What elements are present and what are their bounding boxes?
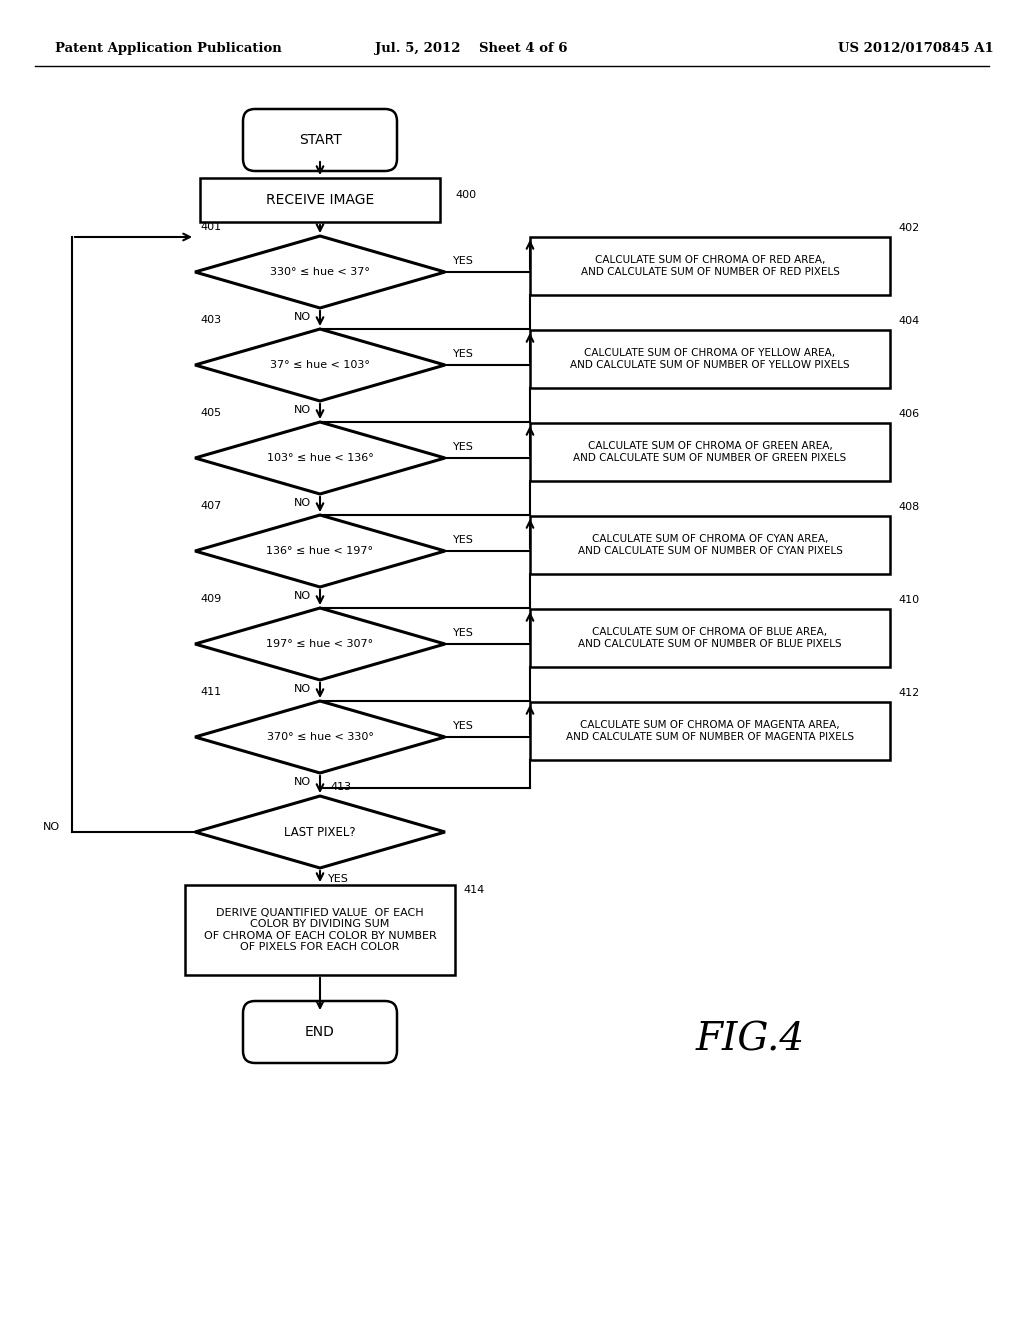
FancyBboxPatch shape [243, 110, 397, 172]
Text: 402: 402 [898, 223, 920, 234]
Text: 404: 404 [898, 315, 920, 326]
Text: RECEIVE IMAGE: RECEIVE IMAGE [266, 193, 374, 207]
Text: US 2012/0170845 A1: US 2012/0170845 A1 [838, 42, 993, 55]
Text: 410: 410 [898, 595, 920, 605]
Text: DERIVE QUANTIFIED VALUE  OF EACH
COLOR BY DIVIDING SUM
OF CHROMA OF EACH COLOR B: DERIVE QUANTIFIED VALUE OF EACH COLOR BY… [204, 908, 436, 953]
Text: 412: 412 [898, 688, 920, 698]
Text: NO: NO [294, 312, 310, 322]
Text: 414: 414 [463, 884, 484, 895]
Text: 103° ≤ hue < 136°: 103° ≤ hue < 136° [266, 453, 374, 463]
Text: START: START [299, 133, 341, 147]
Text: 370° ≤ hue < 330°: 370° ≤ hue < 330° [266, 733, 374, 742]
Text: 37° ≤ hue < 103°: 37° ≤ hue < 103° [270, 360, 370, 370]
Bar [530, 238, 890, 294]
Text: 406: 406 [898, 409, 920, 418]
Bar [530, 702, 890, 760]
Text: 330° ≤ hue < 37°: 330° ≤ hue < 37° [270, 267, 370, 277]
FancyBboxPatch shape [243, 1001, 397, 1063]
Polygon shape [195, 515, 445, 587]
Text: 403: 403 [200, 315, 221, 325]
Text: 136° ≤ hue < 197°: 136° ≤ hue < 197° [266, 546, 374, 556]
Text: YES: YES [453, 721, 474, 731]
Bar [530, 516, 890, 574]
Bar [185, 884, 455, 975]
Text: LAST PIXEL?: LAST PIXEL? [285, 825, 355, 838]
Text: YES: YES [453, 628, 474, 638]
Bar [530, 609, 890, 667]
Text: NO: NO [294, 405, 310, 414]
Text: 408: 408 [898, 502, 920, 512]
Text: 405: 405 [200, 408, 221, 418]
Polygon shape [195, 701, 445, 774]
Text: FIG.4: FIG.4 [695, 1022, 805, 1059]
Text: NO: NO [294, 777, 310, 787]
Text: 197° ≤ hue < 307°: 197° ≤ hue < 307° [266, 639, 374, 649]
Text: NO: NO [43, 822, 60, 832]
Text: NO: NO [294, 591, 310, 601]
Text: CALCULATE SUM OF CHROMA OF CYAN AREA,
AND CALCULATE SUM OF NUMBER OF CYAN PIXELS: CALCULATE SUM OF CHROMA OF CYAN AREA, AN… [578, 535, 843, 556]
Text: CALCULATE SUM OF CHROMA OF GREEN AREA,
AND CALCULATE SUM OF NUMBER OF GREEN PIXE: CALCULATE SUM OF CHROMA OF GREEN AREA, A… [573, 441, 847, 463]
Text: 407: 407 [200, 502, 221, 511]
Text: Jul. 5, 2012    Sheet 4 of 6: Jul. 5, 2012 Sheet 4 of 6 [375, 42, 567, 55]
Text: END: END [305, 1026, 335, 1039]
Text: CALCULATE SUM OF CHROMA OF RED AREA,
AND CALCULATE SUM OF NUMBER OF RED PIXELS: CALCULATE SUM OF CHROMA OF RED AREA, AND… [581, 255, 840, 277]
Text: NO: NO [294, 498, 310, 508]
Polygon shape [195, 422, 445, 494]
Polygon shape [195, 796, 445, 869]
Text: 413: 413 [330, 781, 351, 792]
Text: YES: YES [453, 348, 474, 359]
Text: 411: 411 [200, 686, 221, 697]
Text: 401: 401 [200, 222, 221, 232]
Bar [530, 422, 890, 480]
Text: 409: 409 [200, 594, 221, 605]
Text: YES: YES [328, 874, 349, 884]
Polygon shape [195, 609, 445, 680]
Text: YES: YES [453, 256, 474, 267]
Text: CALCULATE SUM OF CHROMA OF YELLOW AREA,
AND CALCULATE SUM OF NUMBER OF YELLOW PI: CALCULATE SUM OF CHROMA OF YELLOW AREA, … [570, 348, 850, 370]
Text: CALCULATE SUM OF CHROMA OF MAGENTA AREA,
AND CALCULATE SUM OF NUMBER OF MAGENTA : CALCULATE SUM OF CHROMA OF MAGENTA AREA,… [566, 721, 854, 742]
Text: NO: NO [294, 684, 310, 694]
Bar [530, 330, 890, 388]
Text: Patent Application Publication: Patent Application Publication [55, 42, 282, 55]
Polygon shape [195, 236, 445, 308]
Bar [200, 178, 440, 222]
Text: YES: YES [453, 535, 474, 545]
Polygon shape [195, 329, 445, 401]
Text: YES: YES [453, 442, 474, 451]
Text: 400: 400 [455, 190, 476, 201]
Text: CALCULATE SUM OF CHROMA OF BLUE AREA,
AND CALCULATE SUM OF NUMBER OF BLUE PIXELS: CALCULATE SUM OF CHROMA OF BLUE AREA, AN… [579, 627, 842, 649]
